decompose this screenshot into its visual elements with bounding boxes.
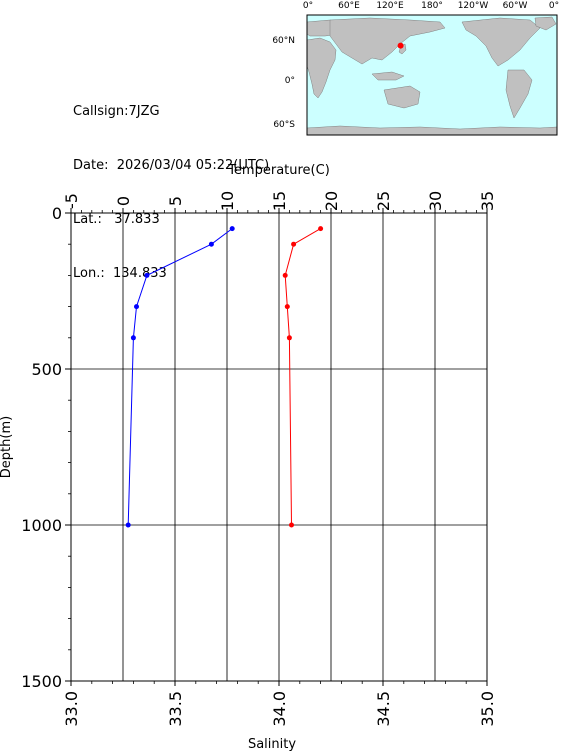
station-info: Callsign:7JZG Date: 2026/03/04 05:22(UTC… [73, 72, 269, 298]
lon-value: 134.833 [113, 266, 167, 281]
temperature-tick-label: -5 [62, 193, 81, 209]
date-label: Date: [73, 158, 109, 173]
temperature-line [127, 228, 233, 526]
temperature-tick-label: 25 [374, 191, 393, 211]
land-japan [398, 43, 407, 55]
map-border [306, 14, 558, 136]
salinity-point [289, 522, 294, 528]
map-top-labels: 0° 60°E 120°E 180° 120°W 60°W 0° [303, 1, 559, 11]
salinity-line [284, 228, 321, 526]
land-north-america [461, 17, 541, 67]
lat-value: 37.833 [114, 212, 160, 227]
salinity-point [284, 304, 290, 310]
temperature-tick-label: 10 [218, 191, 237, 211]
temperature-point [208, 241, 214, 247]
callsign-row: Callsign:7JZG [73, 104, 269, 120]
map-top-label: 0° [303, 1, 313, 11]
temperature-tick-label: 15 [270, 191, 289, 211]
salinity-point [282, 272, 288, 278]
land-greenland [534, 16, 557, 31]
date-row: Date: 2026/03/04 05:22(UTC) [73, 158, 269, 174]
land-indonesia [371, 71, 405, 81]
salinity-axis-label: Salinity [248, 737, 296, 751]
temperature-axis-label: Temperature(C) [227, 163, 330, 178]
lon-row: Lon.: 134.833 [73, 266, 269, 282]
temperature-tick-label: 20 [322, 191, 341, 211]
temperature-tick-label: 30 [426, 191, 445, 211]
land-australia [383, 85, 421, 109]
temperature-point [229, 226, 235, 232]
map-left-label: 0° [285, 76, 295, 86]
depth-axis: 0 500 1000 1500 [21, 204, 71, 691]
salinity-tick-label: 34.0 [270, 691, 289, 727]
map-top-label: 180° [421, 1, 443, 11]
temperature-tick-label: 0 [114, 196, 133, 206]
world-map: 0° 60°E 120°E 180° 120°W 60°W 0° 60°N 0°… [272, 1, 559, 136]
map-top-label: 60°W [503, 1, 528, 11]
map-left-labels: 60°N 0° 60°S [272, 36, 295, 130]
temperature-axis: -5 0 5 10 15 20 25 30 35 [62, 191, 497, 213]
map-top-label: 120°W [458, 1, 489, 11]
salinity-tick-label: 33.5 [166, 691, 185, 727]
salinity-axis: 33.0 33.5 34.0 34.5 35.0 [62, 681, 497, 727]
temperature-point [130, 335, 136, 341]
salinity-point [291, 241, 297, 247]
salinity-point [318, 226, 324, 232]
station-marker [397, 42, 404, 49]
temperature-point [125, 522, 131, 528]
salinity-tick-label: 35.0 [478, 691, 497, 727]
depth-tick-label: 1000 [21, 516, 62, 535]
depth-tick-label: 1500 [21, 672, 62, 691]
date-value: 2026/03/04 05:22(UTC) [116, 158, 270, 173]
temperature-tick-label: 35 [478, 191, 497, 211]
map-left-label: 60°S [273, 120, 295, 130]
lat-row: Lat.: 37.833 [73, 212, 269, 228]
grid [70, 212, 488, 682]
callsign-value: 7JZG [128, 104, 160, 119]
lon-label: Lon.: [73, 266, 105, 281]
map-top-label: 120°E [376, 1, 404, 11]
salinity-point [286, 335, 292, 341]
callsign-label: Callsign: [73, 104, 129, 119]
temperature-point [144, 272, 150, 278]
land-asia [329, 17, 446, 65]
map-left-label: 60°N [272, 36, 295, 46]
land-south-america [505, 69, 533, 119]
depth-tick-label: 0 [52, 204, 62, 223]
depth-tick-label: 500 [31, 360, 62, 379]
map-top-label: 0° [549, 1, 559, 11]
temperature-point [134, 304, 139, 310]
map-land [306, 16, 558, 136]
profile-chart: -5 0 5 10 15 20 25 30 35 33.0 33.5 34.0 34.5 35.0 05… [0, 163, 497, 751]
series [125, 226, 324, 528]
map-top-label: 60°E [338, 1, 360, 11]
depth-axis-label: Depth(m) [0, 416, 14, 478]
land-antarctica [306, 125, 558, 136]
lat-label: Lat.: [73, 212, 102, 227]
land-africa [306, 37, 337, 99]
salinity-tick-label: 34.5 [374, 691, 393, 727]
temperature-tick-label: 5 [166, 196, 185, 206]
salinity-tick-label: 33.0 [62, 691, 81, 727]
